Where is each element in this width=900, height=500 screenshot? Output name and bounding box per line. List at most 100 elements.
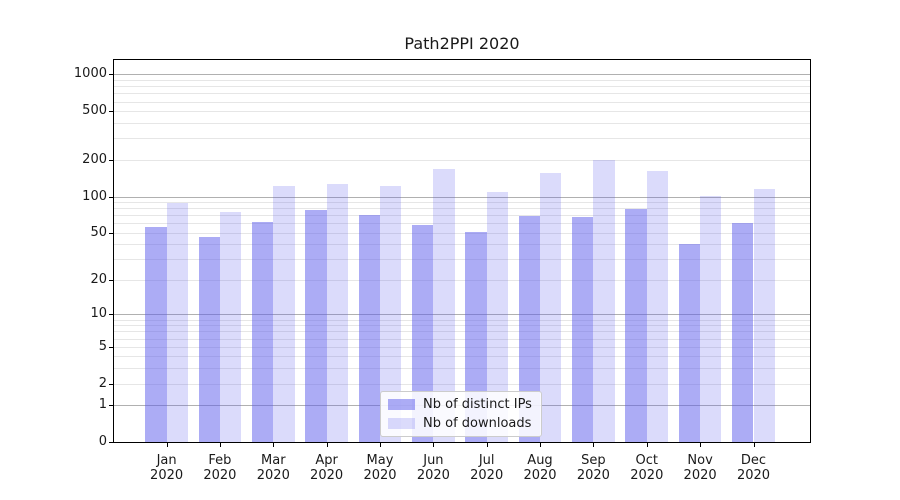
gridline-2 xyxy=(114,383,810,385)
x-tick-mark-jan xyxy=(166,443,168,447)
bar-sep-downloads xyxy=(593,159,615,442)
bar-may-distinct-ips xyxy=(358,215,380,442)
x-tick-label-may: May 2020 xyxy=(363,453,397,483)
x-tick-mark-mar xyxy=(273,443,275,447)
bar-apr-distinct-ips xyxy=(305,209,327,442)
y-tick-mark-10 xyxy=(109,314,113,316)
bar-nov-distinct-ips xyxy=(678,244,701,442)
bar-jun-distinct-ips xyxy=(412,225,434,442)
gridline-20 xyxy=(114,280,810,281)
gridline-30 xyxy=(114,259,810,261)
y-tick-mark-200 xyxy=(109,159,113,161)
y-tick-mark-20 xyxy=(109,280,113,281)
x-tick-label-aug: Aug 2020 xyxy=(523,453,557,483)
bar-oct-downloads xyxy=(646,170,669,442)
gridline-7 xyxy=(114,331,810,333)
legend-swatch-distinct-ips xyxy=(388,399,415,410)
plot-area: Nb of distinct IPs Nb of downloads xyxy=(113,59,811,443)
gridline-100 xyxy=(114,196,810,198)
legend-item-downloads: Nb of downloads xyxy=(388,416,532,431)
x-tick-mark-apr xyxy=(326,443,328,447)
x-tick-label-sep: Sep 2020 xyxy=(576,453,610,483)
y-tick-label-20: 20 xyxy=(90,272,107,287)
gridline-90 xyxy=(114,202,810,203)
gridline-50 xyxy=(114,232,810,234)
legend: Nb of distinct IPs Nb of downloads xyxy=(380,391,542,437)
y-tick-label-1000: 1000 xyxy=(73,66,107,82)
x-tick-mark-dec xyxy=(753,443,755,447)
y-tick-label-2: 2 xyxy=(98,375,107,391)
gridline-900 xyxy=(114,80,810,81)
gridline-800 xyxy=(114,86,810,88)
gridline-300 xyxy=(114,138,810,140)
y-tick-label-200: 200 xyxy=(82,151,107,167)
x-tick-mark-aug xyxy=(540,443,541,447)
y-tick-mark-50 xyxy=(109,232,113,234)
gridline-600 xyxy=(114,101,810,103)
bar-jul-distinct-ips xyxy=(465,231,487,442)
x-tick-mark-feb xyxy=(219,443,221,447)
gridline-4 xyxy=(114,356,810,358)
gridline-1000 xyxy=(114,74,810,76)
y-tick-mark-1 xyxy=(109,405,113,407)
x-tick-label-oct: Oct 2020 xyxy=(630,453,664,483)
chart-title: Path2PPI 2020 xyxy=(404,34,520,53)
bar-apr-downloads xyxy=(326,184,349,442)
bar-jul-downloads xyxy=(486,191,509,442)
bar-mar-downloads xyxy=(273,185,295,442)
bar-may-downloads xyxy=(380,186,402,442)
gridline-80 xyxy=(114,208,810,210)
gridline-9 xyxy=(114,319,810,321)
bar-jan-distinct-ips xyxy=(145,226,167,442)
legend-label-downloads: Nb of downloads xyxy=(423,416,532,431)
y-tick-label-100: 100 xyxy=(82,188,107,204)
bar-jan-downloads xyxy=(166,202,188,442)
y-tick-label-500: 500 xyxy=(82,103,107,119)
gridline-10 xyxy=(114,314,810,316)
bar-dec-downloads xyxy=(753,188,775,442)
gridline-3 xyxy=(114,368,810,370)
y-tick-mark-2 xyxy=(109,383,113,385)
x-tick-label-feb: Feb 2020 xyxy=(203,453,237,483)
y-tick-label-50: 50 xyxy=(90,224,107,240)
y-tick-label-5: 5 xyxy=(98,338,107,354)
gridline-200 xyxy=(114,159,810,161)
legend-swatch-downloads xyxy=(388,418,415,429)
bar-sep-distinct-ips xyxy=(572,216,594,442)
gridline-500 xyxy=(114,111,810,113)
gridline-6 xyxy=(114,338,810,340)
x-tick-mark-jun xyxy=(433,443,435,447)
x-tick-label-jun: Jun 2020 xyxy=(416,453,450,483)
y-tick-mark-1000 xyxy=(109,74,113,76)
gridline-40 xyxy=(114,244,810,246)
bar-jun-downloads xyxy=(433,168,455,442)
x-tick-mark-oct xyxy=(646,443,648,447)
y-tick-mark-500 xyxy=(109,111,113,113)
x-tick-mark-jul xyxy=(486,443,488,447)
legend-item-distinct-ips: Nb of distinct IPs xyxy=(388,397,532,412)
x-tick-label-nov: Nov 2020 xyxy=(683,453,717,483)
bar-dec-distinct-ips xyxy=(732,223,754,442)
y-tick-mark-0 xyxy=(109,442,113,443)
gridline-700 xyxy=(114,93,810,95)
bar-oct-distinct-ips xyxy=(625,208,647,442)
bar-nov-downloads xyxy=(700,195,722,442)
y-tick-label-1: 1 xyxy=(98,397,107,413)
x-tick-label-jul: Jul 2020 xyxy=(470,453,504,483)
x-tick-label-apr: Apr 2020 xyxy=(310,453,344,483)
gridline-70 xyxy=(114,215,810,217)
x-tick-label-jan: Jan 2020 xyxy=(150,453,184,483)
x-tick-mark-may xyxy=(380,443,381,447)
legend-label-distinct-ips: Nb of distinct IPs xyxy=(423,397,532,412)
x-tick-mark-nov xyxy=(700,443,702,447)
y-tick-label-0: 0 xyxy=(98,434,107,449)
bar-aug-distinct-ips xyxy=(518,216,541,442)
gridline-400 xyxy=(114,123,810,125)
bar-feb-distinct-ips xyxy=(198,237,220,442)
y-tick-mark-5 xyxy=(109,346,113,348)
x-tick-label-mar: Mar 2020 xyxy=(256,453,290,483)
bar-feb-downloads xyxy=(220,211,242,442)
y-tick-label-10: 10 xyxy=(90,306,107,322)
bar-aug-downloads xyxy=(540,173,562,442)
